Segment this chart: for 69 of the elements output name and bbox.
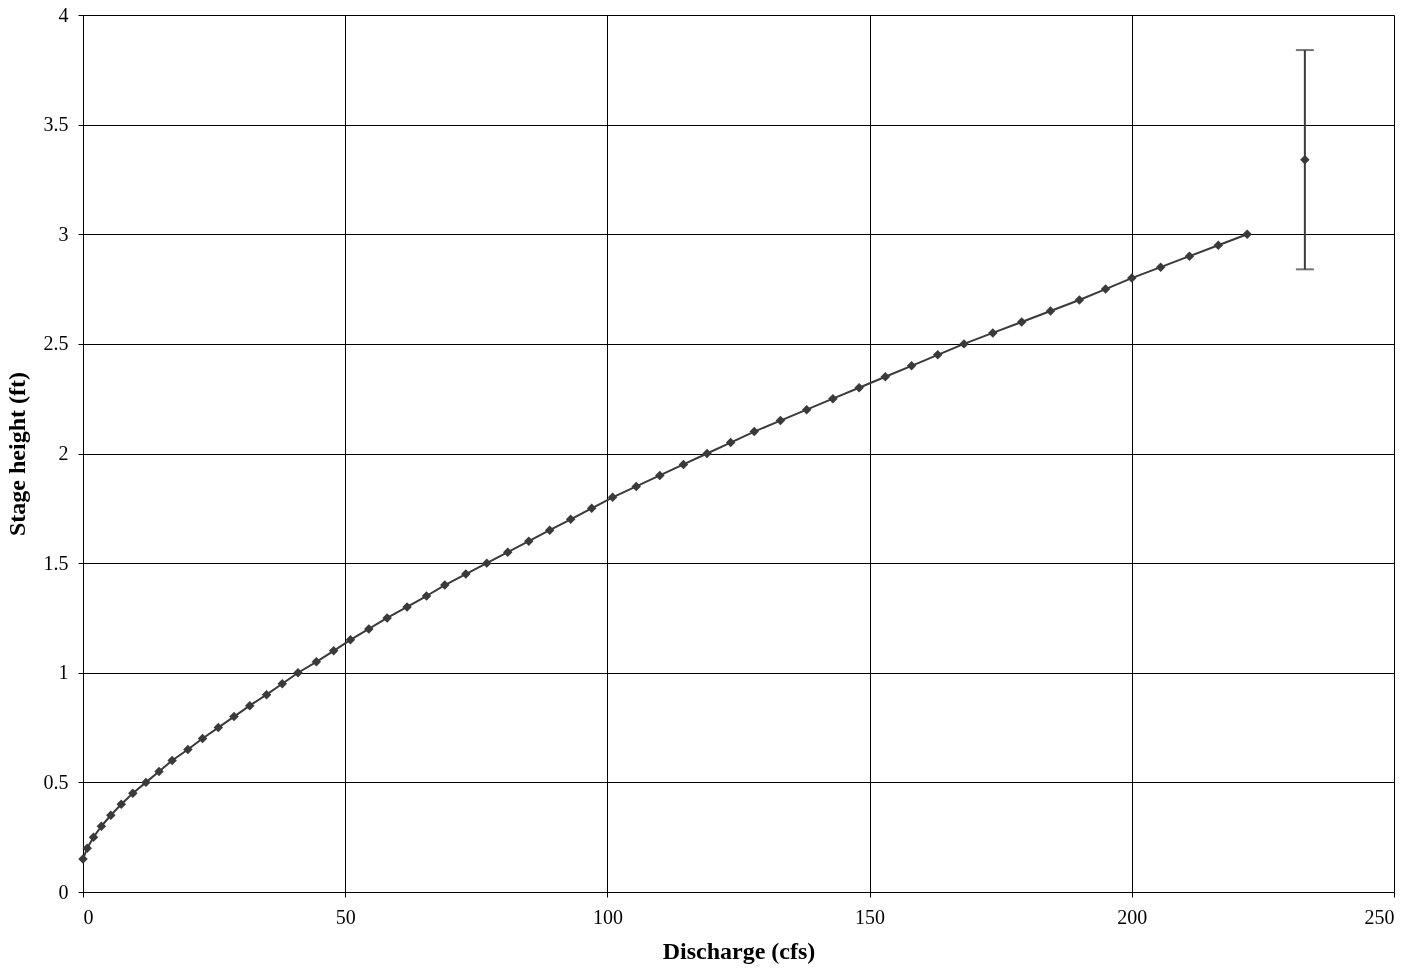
point	[544, 525, 555, 535]
point	[1242, 229, 1252, 239]
x-tick-label: 0	[83, 905, 94, 928]
point	[749, 426, 759, 437]
point	[565, 514, 576, 525]
point	[631, 481, 641, 492]
point	[128, 788, 138, 799]
point	[503, 547, 513, 557]
point	[261, 689, 272, 700]
y-tick-label: 2.5	[43, 332, 69, 355]
point	[96, 821, 107, 831]
point	[1016, 317, 1027, 327]
point	[1100, 284, 1111, 294]
point	[345, 635, 356, 645]
x-axis-title: Discharge (cfs)	[662, 937, 816, 964]
point	[364, 624, 374, 634]
point	[141, 777, 151, 788]
x-tick-label: 50	[335, 905, 356, 928]
point	[880, 372, 891, 382]
point	[82, 843, 92, 853]
point	[88, 832, 99, 842]
point	[1184, 251, 1195, 261]
point	[116, 799, 127, 810]
point	[482, 558, 492, 568]
point	[1155, 262, 1166, 272]
y-tick-label: 1.5	[43, 551, 69, 574]
x-tick-label: 150	[855, 905, 886, 928]
point	[607, 492, 618, 503]
point	[1074, 295, 1085, 305]
point	[655, 470, 665, 481]
point	[277, 678, 288, 689]
y-tick-label: 3	[58, 222, 69, 245]
y-axis-title: Stage height (ft)	[3, 372, 30, 536]
x-tick-label: 250	[1364, 905, 1395, 928]
y-tick-label: 3.5	[43, 113, 69, 136]
point	[988, 328, 998, 338]
y-tick-label: 4	[58, 3, 69, 26]
point	[524, 536, 534, 546]
point	[678, 459, 689, 470]
point	[854, 382, 864, 393]
x-tick-label: 200	[1117, 905, 1148, 928]
point	[154, 766, 164, 777]
point	[183, 744, 193, 755]
point	[1045, 306, 1056, 316]
point	[197, 733, 208, 744]
point	[828, 393, 838, 404]
point	[933, 350, 943, 360]
y-tick-label: 0	[58, 880, 69, 903]
point	[245, 700, 255, 711]
point	[106, 810, 116, 821]
point	[725, 437, 736, 448]
y-tick-label: 2	[58, 442, 69, 464]
x-tick-label: 100	[592, 905, 623, 928]
point	[167, 755, 177, 766]
point	[702, 448, 712, 459]
point	[586, 503, 597, 514]
point	[801, 404, 812, 415]
point	[421, 591, 432, 601]
point	[328, 646, 339, 656]
y-tick-label: 0.5	[43, 770, 69, 793]
point	[213, 722, 224, 733]
y-tick-label: 1	[58, 661, 69, 684]
point	[1127, 273, 1137, 283]
point	[311, 657, 322, 667]
point	[1213, 240, 1224, 250]
point	[229, 711, 239, 722]
point	[775, 415, 786, 426]
point	[906, 361, 917, 371]
point	[461, 569, 471, 579]
